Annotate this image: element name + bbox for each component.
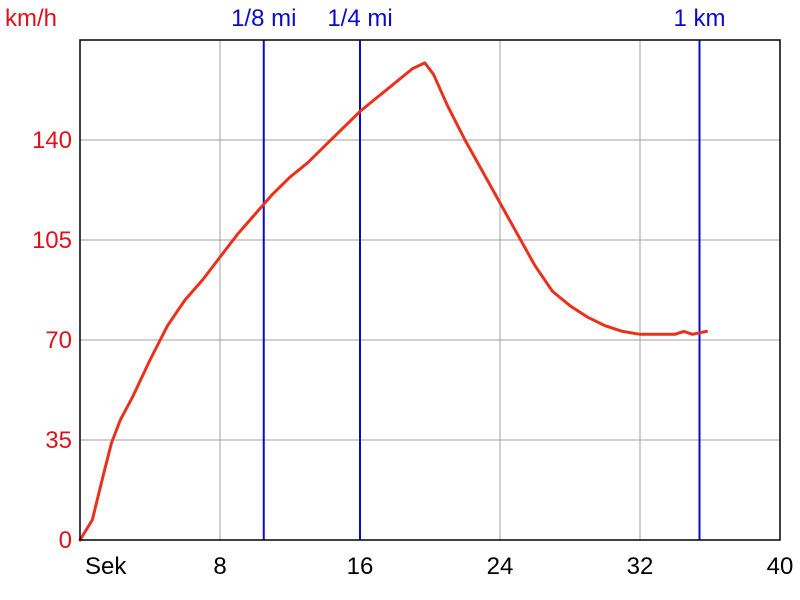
series <box>78 61 708 542</box>
x-axis-unit-label: Sek <box>85 553 127 580</box>
x-tick-label: 24 <box>487 553 514 580</box>
distance-marker-label: 1/4 mi <box>327 5 392 32</box>
x-tick-label: 40 <box>767 553 794 580</box>
y-tick-label: 70 <box>45 327 72 354</box>
distance-marker-label: 1 km <box>673 5 725 32</box>
y-tick-label: 105 <box>32 227 72 254</box>
distance-marker-label: 1/8 mi <box>231 5 296 32</box>
y-tick-label: 0 <box>59 527 72 554</box>
y-axis-unit-label: km/h <box>5 5 57 32</box>
plot-frame <box>79 39 781 541</box>
y-tick-label: 140 <box>32 127 72 154</box>
speed-series-line <box>78 61 708 542</box>
x-tick-label: 16 <box>347 553 374 580</box>
ticks: 0 35 70 105 140 8 16 24 32 40 <box>32 127 793 580</box>
grid <box>80 40 780 540</box>
x-tick-label: 32 <box>627 553 654 580</box>
x-tick-label: 8 <box>213 553 226 580</box>
y-tick-label: 35 <box>45 427 72 454</box>
distance-markers: 1/8 mi 1/4 mi 1 km <box>231 5 726 540</box>
